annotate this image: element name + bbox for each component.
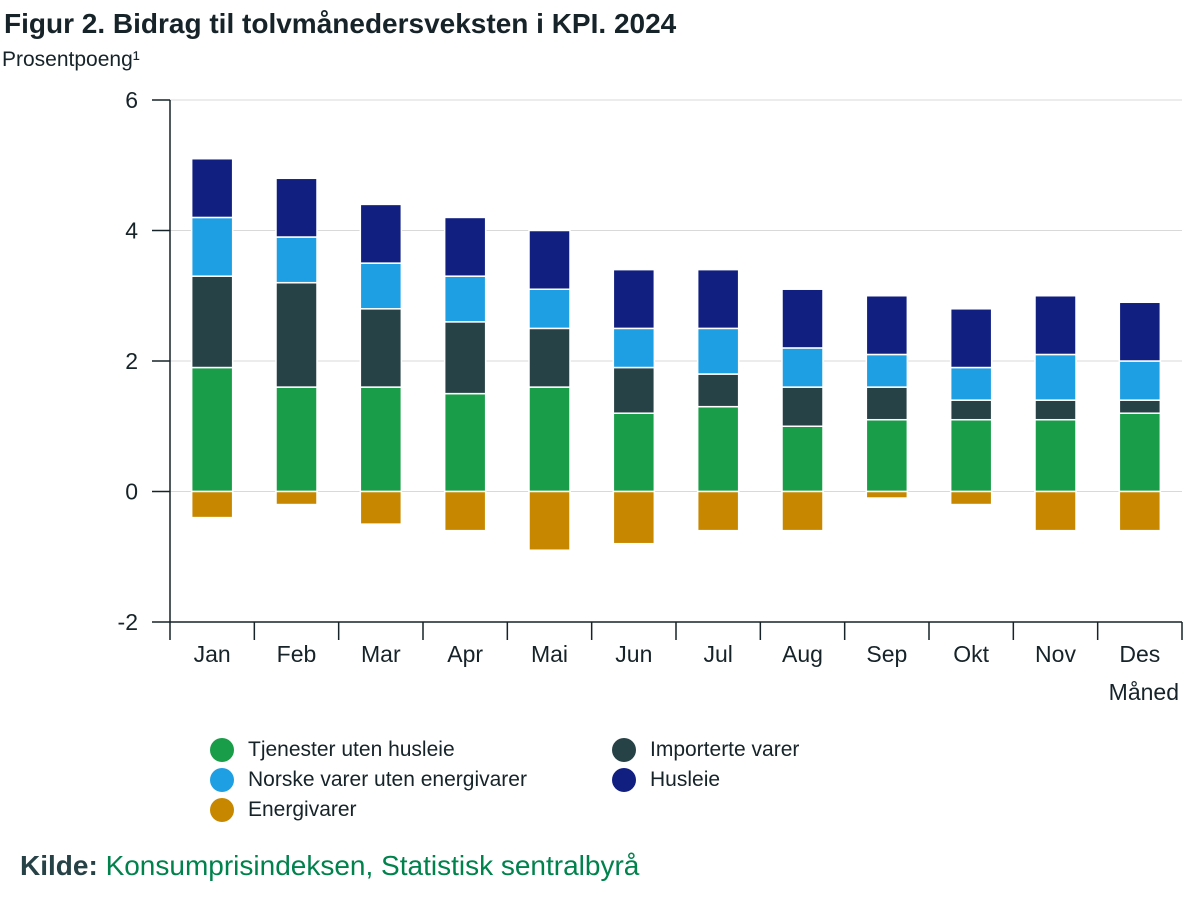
bar-segment xyxy=(612,327,656,369)
bar-segment xyxy=(865,490,909,499)
bar-segment xyxy=(949,418,993,493)
legend-swatch-tjenester-icon xyxy=(210,738,234,762)
bar-segment xyxy=(359,203,403,264)
bar-segment xyxy=(275,386,318,493)
source-note: Kilde: Konsumprisindeksen, Statistisk se… xyxy=(20,850,639,882)
bar-segment xyxy=(696,373,740,408)
bar-segment xyxy=(949,490,993,506)
legend-swatch-energi-icon xyxy=(210,798,234,822)
bar-segment xyxy=(443,275,487,323)
x-tick-label: Jun xyxy=(615,641,652,667)
bar-segment xyxy=(443,216,487,277)
x-tick-label: Mar xyxy=(361,641,401,667)
legend-item-norske: Norske varer uten energivarer xyxy=(210,768,527,792)
legend-item-importerte: Importerte varer xyxy=(612,738,799,762)
legend-swatch-husleie-icon xyxy=(612,768,636,792)
bar-segment xyxy=(781,288,824,349)
source-label: Kilde: xyxy=(20,850,98,881)
legend-swatch-norske-icon xyxy=(210,768,234,792)
bar-segment xyxy=(781,347,824,388)
legend-item-husleie: Husleie xyxy=(612,768,720,792)
y-tick-label: 6 xyxy=(125,87,138,113)
bar-segment xyxy=(1118,490,1162,532)
y-axis-unit-label: Prosentpoeng¹ xyxy=(2,48,140,71)
bar-segment xyxy=(1034,490,1077,532)
bar-segment xyxy=(865,353,909,388)
bar-segment xyxy=(275,490,318,506)
legend-label-importerte: Importerte varer xyxy=(650,738,800,761)
bar-segment xyxy=(781,425,824,493)
bar-segment xyxy=(1034,295,1077,356)
x-axis-title: Måned xyxy=(1109,679,1179,705)
bar-segment xyxy=(949,366,993,401)
bar-segment xyxy=(190,490,234,519)
bar-segment xyxy=(612,412,656,493)
chart-title: Figur 2. Bidrag til tolvmånedersveksten … xyxy=(4,8,677,39)
legend-label-norske: Norske varer uten energivarer xyxy=(248,768,527,791)
bar-segment xyxy=(696,268,740,330)
y-tick-label: -2 xyxy=(118,609,138,635)
bar-segment xyxy=(359,386,403,493)
x-tick-label: Des xyxy=(1119,641,1160,667)
x-tick-label: Jul xyxy=(703,641,732,667)
bar-segment xyxy=(696,490,740,532)
bar-segment xyxy=(443,490,487,532)
x-tick-label: Mai xyxy=(531,641,568,667)
y-tick-label: 4 xyxy=(125,218,138,244)
bar-segment xyxy=(865,418,909,493)
bar-segment xyxy=(1034,418,1077,493)
bar-segment xyxy=(865,295,909,356)
bar-segment xyxy=(190,157,234,219)
bar-segment xyxy=(612,490,656,545)
bar-segment xyxy=(528,288,571,330)
y-tick-label: 2 xyxy=(125,348,138,374)
x-tick-label: Jan xyxy=(194,641,231,667)
bar-segment xyxy=(275,281,318,388)
bar-segment xyxy=(949,308,993,369)
bar-segment xyxy=(190,366,234,493)
legend-label-energi: Energivarer xyxy=(248,798,357,821)
x-tick-label: Feb xyxy=(277,641,317,667)
bar-segment xyxy=(359,308,403,388)
y-tick-label: 0 xyxy=(125,479,138,505)
legend-label-husleie: Husleie xyxy=(650,768,721,791)
x-tick-label: Sep xyxy=(866,641,907,667)
source-link[interactable]: Konsumprisindeksen, Statistisk sentralby… xyxy=(105,850,640,881)
bar-segment xyxy=(275,177,318,238)
x-tick-label: Okt xyxy=(953,641,989,667)
bar-segment xyxy=(1034,399,1077,421)
bar-segment xyxy=(443,321,487,395)
bar-segment xyxy=(1118,360,1162,401)
bar-segment xyxy=(190,216,234,277)
bar-segment xyxy=(781,490,824,532)
bar-segment xyxy=(696,327,740,375)
bar-segment xyxy=(612,268,656,330)
legend-item-tjenester: Tjenester uten husleie xyxy=(210,738,455,762)
x-tick-label: Nov xyxy=(1035,641,1076,667)
legend-item-energi: Energivarer xyxy=(210,798,357,822)
x-tick-label: Apr xyxy=(447,641,483,667)
bar-segment xyxy=(528,327,571,388)
bar-segment xyxy=(1034,353,1077,401)
bar-segment xyxy=(781,386,824,428)
bar-segment xyxy=(865,386,909,421)
bar-segment xyxy=(275,236,318,284)
bar-segment xyxy=(190,275,234,369)
bar-segment xyxy=(359,262,403,310)
bar-segment xyxy=(528,490,571,551)
bar-segment xyxy=(528,229,571,290)
bar-segment xyxy=(696,405,740,493)
legend-label-tjenester: Tjenester uten husleie xyxy=(248,738,455,761)
bar-segment xyxy=(1118,301,1162,362)
legend-swatch-importerte-icon xyxy=(612,738,636,762)
bar-segment xyxy=(949,399,993,421)
bar-segment xyxy=(1118,412,1162,493)
x-tick-label: Aug xyxy=(782,641,823,667)
bar-segment xyxy=(528,386,571,493)
bar-segment xyxy=(359,490,403,525)
bar-segment xyxy=(443,392,487,493)
bar-segment xyxy=(612,366,656,414)
bar-segment xyxy=(1118,399,1162,414)
